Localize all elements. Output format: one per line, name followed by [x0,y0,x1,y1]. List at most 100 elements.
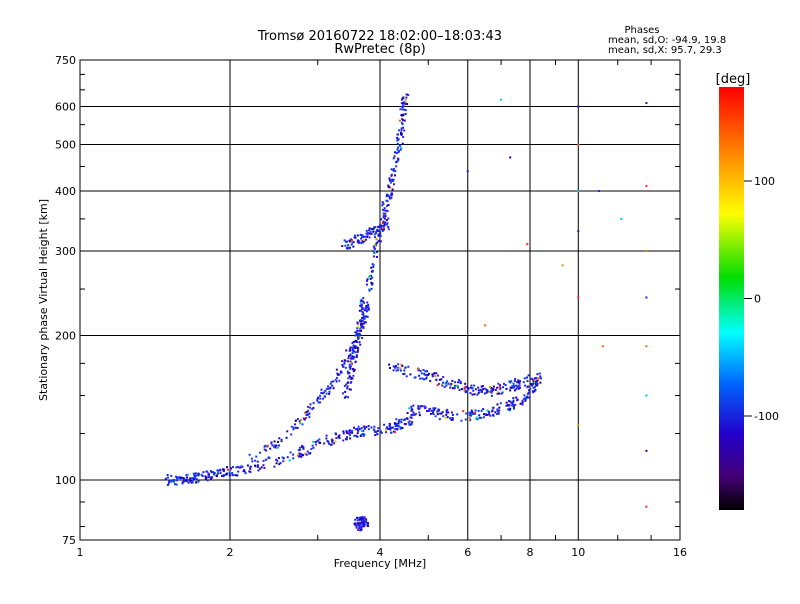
echo-point [354,361,357,364]
echo-point [388,424,391,427]
echo-point [367,308,370,311]
echo-point [393,422,396,425]
echo-point [225,466,228,469]
echo-point [166,476,169,479]
echo-point [512,405,515,408]
echo-point [377,234,380,237]
echo-point [302,446,305,449]
echo-point [400,127,403,130]
echo-point [207,472,210,475]
echo-point [311,408,314,411]
echo-point [260,466,263,469]
echo-point [380,224,383,227]
echo-point [360,320,363,323]
echo-point [492,388,495,391]
echo-point [470,412,473,415]
echo-point [447,411,450,414]
echo-point [365,232,368,235]
echo-point [423,378,426,381]
echo-point [402,136,405,139]
echo-point [256,464,259,467]
echo-point [459,381,462,384]
echo-point [441,411,444,414]
echo-point [502,382,505,385]
echo-point [276,441,279,444]
echo-point [424,407,427,410]
echo-point [496,408,499,411]
colorbar-tick-label: -100 [754,410,779,423]
echo-point [363,516,366,519]
echo-point [383,207,386,210]
echo-point [316,399,319,402]
echo-point [210,476,213,479]
echo-point [401,142,404,145]
echo-point [404,109,407,112]
echo-point [204,477,207,480]
echo-point [318,401,321,404]
echo-point [460,387,463,390]
echo-point [483,392,486,395]
echo-point [476,418,479,421]
echo-point [449,386,452,389]
echo-point [341,244,344,247]
echo-point [362,519,365,522]
echo-point [356,432,359,435]
echo-point [398,419,401,422]
echo-point [346,240,349,243]
echo-point [186,476,189,479]
echo-point [536,373,539,376]
echo-point [349,346,352,349]
echo-point [352,347,355,350]
echo-point [213,473,216,476]
echo-point [191,481,194,484]
echo-point [526,395,529,398]
echo-point [411,420,414,423]
echo-point [521,403,524,406]
echo-point [357,519,360,522]
echo-point [510,380,513,383]
echo-point [355,340,358,343]
echo-point [499,402,502,405]
echo-point [391,179,394,182]
echo-point [355,434,358,437]
echo-point [474,388,477,391]
echo-point [421,405,424,408]
echo-point [490,391,493,394]
echo-point [431,373,434,376]
echo-point [518,384,521,387]
echo-point [271,444,274,447]
echo-point [438,382,441,385]
echo-point [499,384,502,387]
echo-point [364,235,367,238]
echo-point [535,381,538,384]
echo-point [365,238,368,241]
echo-point [467,388,470,391]
echo-point [373,251,376,254]
echo-point [191,479,194,482]
echo-point [431,375,434,378]
echo-point [515,388,518,391]
echo-point [305,413,308,416]
echo-point [348,247,351,250]
echo-point [392,183,395,186]
echo-point [352,350,355,353]
echo-point [263,448,266,451]
echo-point [363,427,366,430]
echo-point [366,523,369,526]
echo-point [451,413,454,416]
echo-point [365,306,368,309]
echo-point [482,416,485,419]
echo-point [442,415,445,418]
echo-point [336,372,339,375]
echo-point [478,414,481,417]
echo-point [357,337,360,340]
echo-point [257,465,260,468]
echo-point [536,382,539,385]
echo-point [361,300,364,303]
echo-point [357,528,360,531]
echo-point [514,403,517,406]
echo-point [384,431,387,434]
echo-point [175,479,178,482]
echo-point [480,389,483,392]
